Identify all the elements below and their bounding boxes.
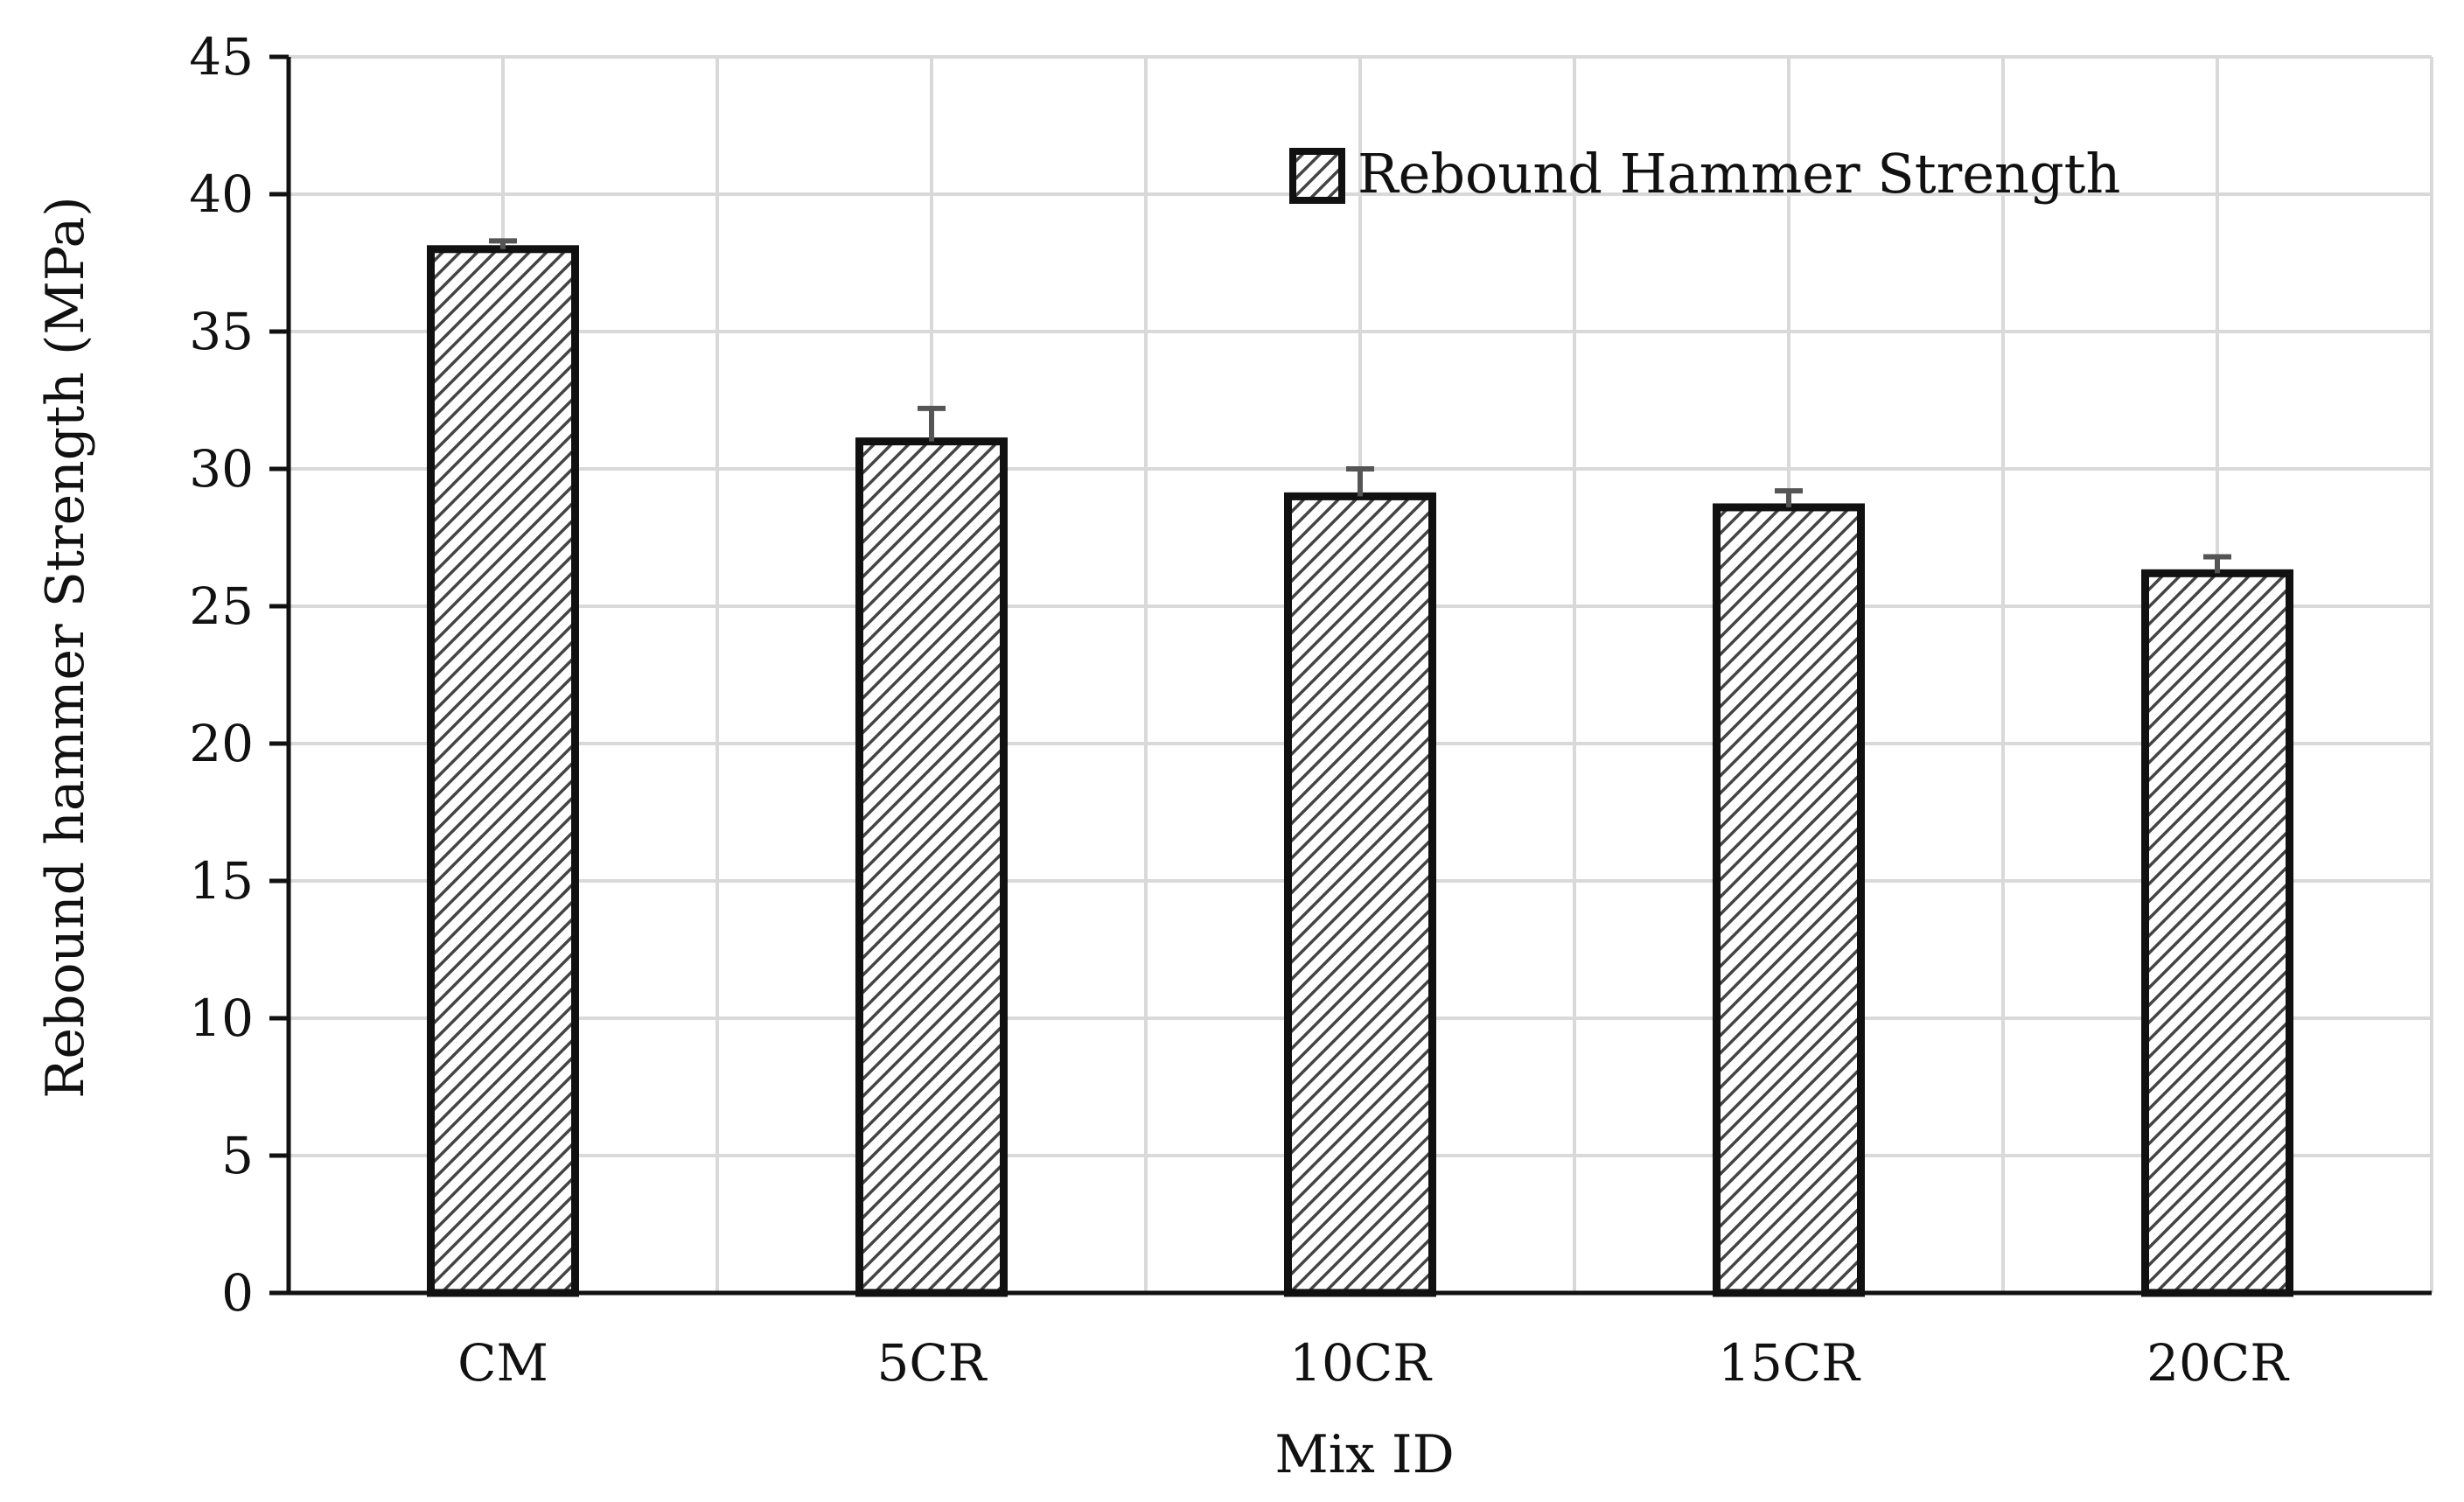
y-tick-label: 25 bbox=[189, 576, 254, 636]
x-axis-title: Mix ID bbox=[1274, 1424, 1454, 1485]
x-tick-label: 15CR bbox=[1718, 1333, 1861, 1393]
bar-cm bbox=[427, 245, 579, 1297]
y-tick-label: 40 bbox=[189, 164, 254, 224]
legend: Rebound Hammer Strength bbox=[1289, 142, 2120, 206]
axes bbox=[269, 54, 2432, 1296]
legend-swatch bbox=[1289, 148, 1345, 204]
y-tick-label: 0 bbox=[221, 1263, 254, 1323]
bar-20cr bbox=[2141, 569, 2293, 1297]
x-tick-label: 5CR bbox=[877, 1333, 988, 1393]
legend-label: Rebound Hammer Strength bbox=[1358, 142, 2120, 206]
x-tick-label: 20CR bbox=[2146, 1333, 2290, 1393]
bar-5cr bbox=[855, 437, 1008, 1297]
y-tick-label: 35 bbox=[189, 302, 254, 361]
y-tick-label: 15 bbox=[189, 851, 254, 911]
bar-15cr bbox=[1713, 503, 1865, 1297]
y-tick-label: 20 bbox=[189, 714, 254, 773]
bar-10cr bbox=[1284, 492, 1436, 1297]
y-tick-label: 10 bbox=[189, 989, 254, 1048]
y-axis-title: Rebound hammer Strength (MPa) bbox=[35, 196, 96, 1098]
bars bbox=[427, 245, 2293, 1297]
y-tick-label: 30 bbox=[189, 439, 254, 499]
y-tick-label: 45 bbox=[189, 27, 254, 87]
tick-labels: CM 5CR 10CR 15CR 20CR 0 5 10 15 20 25 30 35 40 45 bbox=[189, 27, 2290, 1393]
error-bars bbox=[489, 238, 2231, 574]
y-tick-label: 5 bbox=[221, 1126, 254, 1185]
x-tick-label: CM bbox=[457, 1333, 548, 1393]
x-tick-label: 10CR bbox=[1289, 1333, 1433, 1393]
